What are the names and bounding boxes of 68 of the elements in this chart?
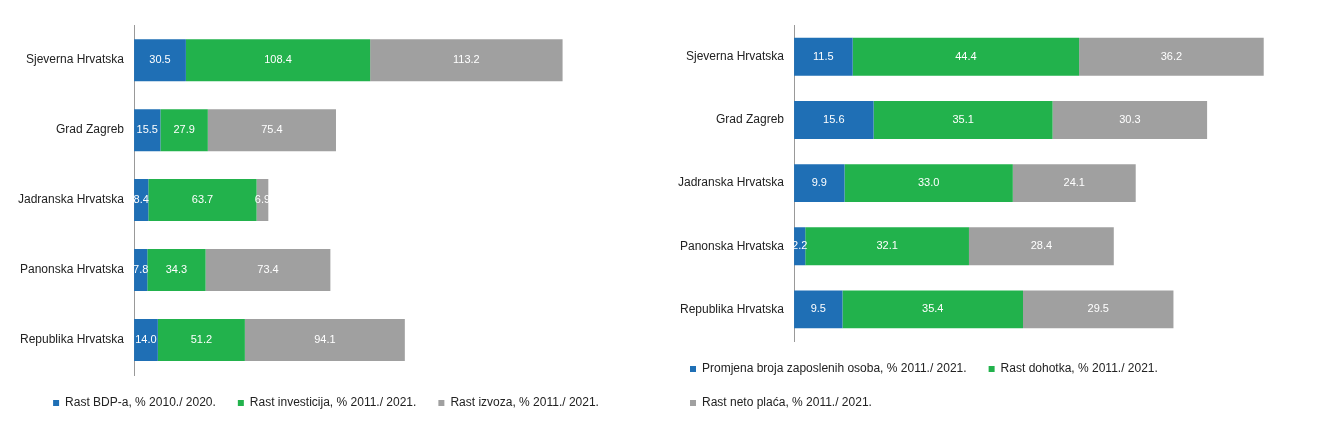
data-label: 35.1 — [952, 112, 974, 125]
data-label: 32.1 — [876, 239, 898, 252]
bar — [370, 39, 563, 82]
data-label: 73.4 — [257, 263, 279, 276]
bar — [185, 39, 371, 82]
y-tick-label: Republika Hrvatska — [20, 332, 125, 347]
bar — [134, 39, 186, 82]
y-tick-label: Republika Hrvatska — [680, 301, 785, 316]
y-tick-label: Jadranska Hrvatska — [678, 175, 785, 190]
y-tick-label: Sjeverna Hrvatska — [26, 52, 125, 67]
data-label: 113.2 — [453, 53, 480, 66]
data-label: 29.5 — [1087, 302, 1109, 315]
bar — [244, 319, 405, 362]
bar — [157, 319, 245, 362]
data-label: 8.4 — [133, 193, 149, 206]
bar — [805, 227, 969, 266]
data-label: 15.5 — [136, 123, 158, 136]
bar — [207, 109, 336, 152]
bar — [873, 100, 1053, 139]
bar — [1023, 290, 1174, 329]
bar — [1012, 164, 1136, 203]
bar — [205, 249, 331, 292]
bar — [842, 290, 1024, 329]
data-label: 30.5 — [149, 53, 171, 66]
y-tick-label: Panonska Hrvatska — [19, 262, 125, 277]
data-label: 63.7 — [191, 193, 214, 206]
data-label: 9.9 — [811, 176, 827, 189]
bar — [794, 290, 843, 329]
data-label: 94.1 — [314, 333, 336, 346]
bar — [160, 109, 208, 152]
data-label: 27.9 — [173, 123, 195, 136]
y-tick-label: Grad Zagreb — [716, 112, 785, 127]
data-label: 108.4 — [264, 53, 292, 66]
data-label: 36.2 — [1160, 49, 1183, 62]
legend-label: Rast investicija, % 2011./ 2021. — [249, 395, 417, 410]
bar — [968, 227, 1114, 266]
bar — [844, 164, 1013, 203]
bar — [794, 164, 845, 203]
data-label: 35.4 — [922, 302, 944, 315]
bar — [794, 100, 874, 139]
data-label: 34.3 — [165, 263, 188, 276]
data-label: 51.2 — [190, 333, 213, 346]
data-label: 11.5 — [813, 49, 834, 62]
bar — [1079, 37, 1264, 76]
bar — [148, 179, 257, 222]
data-label: 15.6 — [823, 112, 845, 125]
bar — [852, 37, 1080, 76]
data-label: 14.0 — [135, 333, 157, 346]
legend-label: Promjena broja zaposlenih osoba, % 2011./ 2021. — [702, 361, 967, 376]
data-label: 44.4 — [955, 49, 977, 62]
data-label: 7.8 — [133, 263, 149, 276]
data-label: 33.0 — [917, 176, 940, 189]
bar — [1052, 100, 1208, 139]
y-tick-label: Panonska Hrvatska — [679, 238, 785, 253]
legend-label: Rast neto plaća, % 2011./ 2021. — [702, 395, 872, 410]
legend-label: Rast izvoza, % 2011./ 2021. — [450, 395, 599, 410]
legend-label: Rast BDP-a, % 2010./ 2020. — [65, 395, 216, 410]
data-label: 24.1 — [1063, 176, 1085, 189]
y-tick-label: Sjeverna Hrvatska — [686, 49, 785, 64]
bar — [794, 37, 853, 76]
data-label: 30.3 — [1119, 112, 1141, 125]
data-label: 75.4 — [261, 123, 283, 136]
data-label: 28.4 — [1030, 239, 1053, 252]
y-tick-label: Jadranska Hrvatska — [18, 192, 125, 207]
legend-label: Rast dohotka, % 2011./ 2021. — [1000, 361, 1158, 376]
bar — [147, 249, 206, 292]
data-label: 9.5 — [810, 302, 826, 315]
y-tick-label: Grad Zagreb — [56, 122, 125, 137]
